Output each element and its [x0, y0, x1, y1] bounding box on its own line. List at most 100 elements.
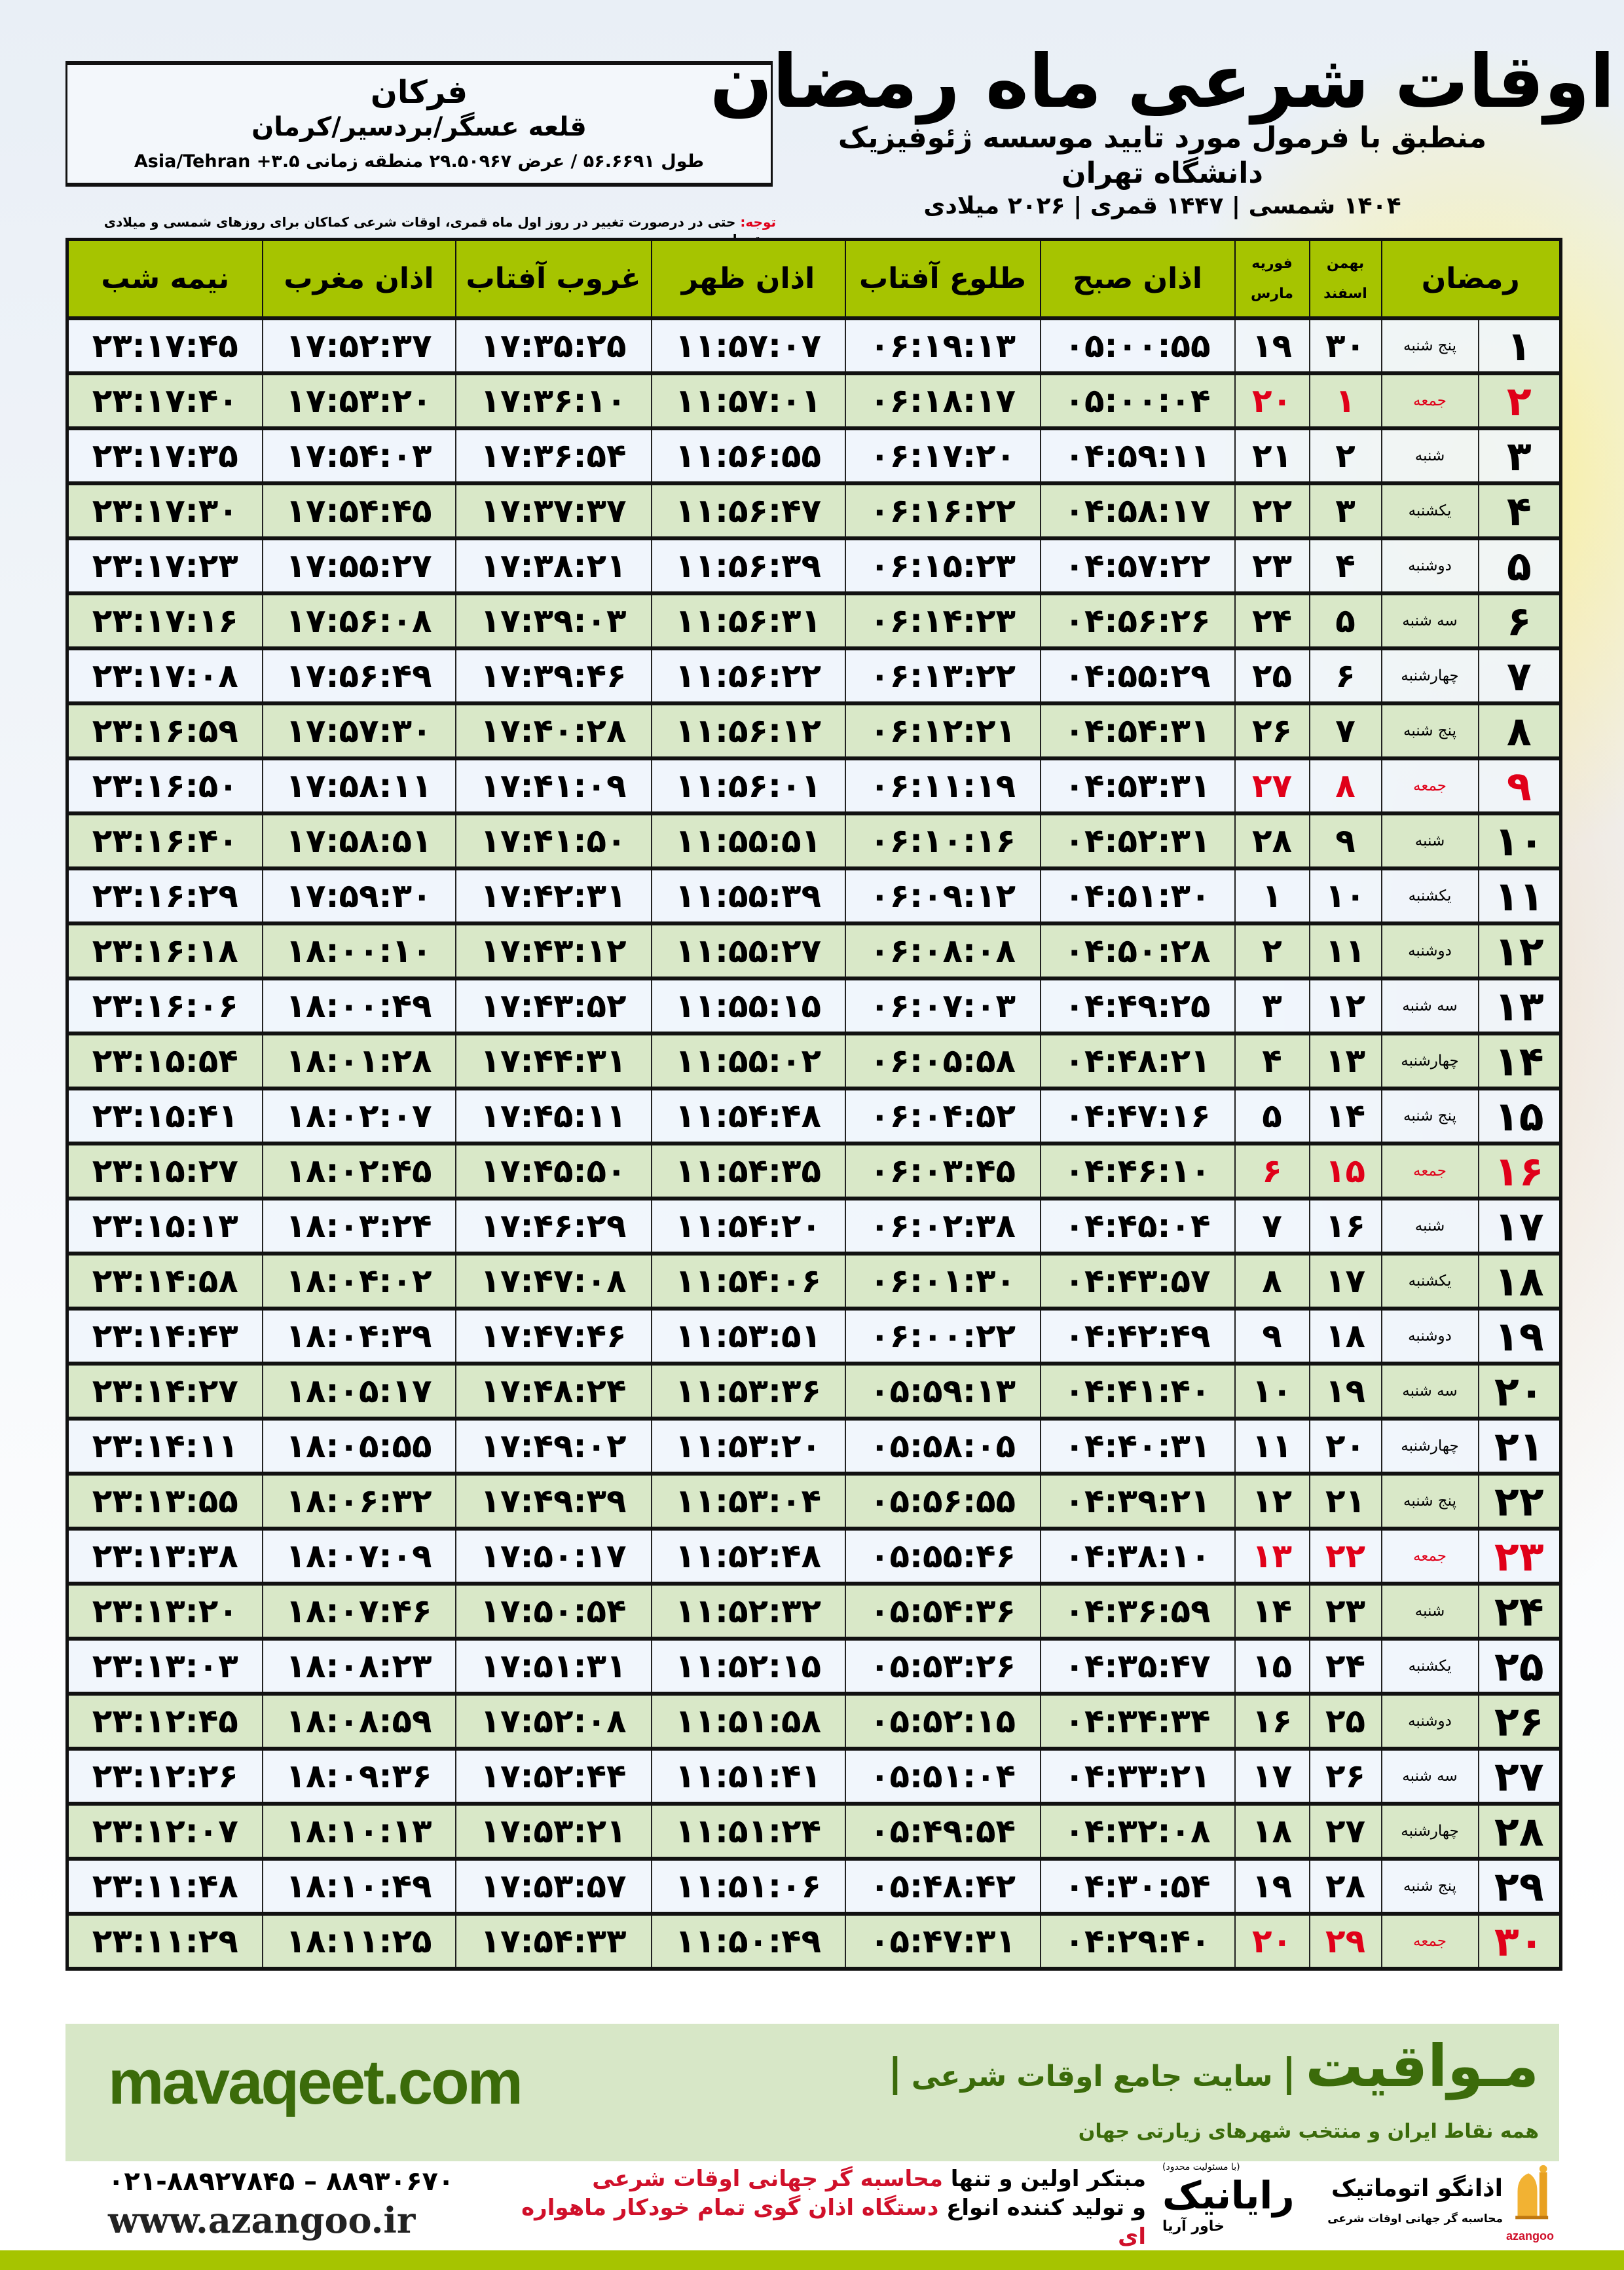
ramadan-day: ۹	[1477, 758, 1561, 815]
dhuhr-time: ۱۱:۵۴:۴۸	[650, 1088, 845, 1145]
minaret-icon	[1515, 2165, 1549, 2220]
azangoo-url[interactable]: www.azangoo.ir	[108, 2199, 416, 2241]
table-row: ۲۶ دوشنبه ۲۵ ۱۶ ۰۴:۳۴:۳۴ ۰۵:۵۲:۱۵ ۱۱:۵۱:۵۸ ۱۷:۵…	[66, 1694, 1561, 1751]
page-title: اوقات شرعی ماه رمضان	[710, 39, 1615, 124]
maghrib-time: ۱۸:۰۱:۲۸	[261, 1033, 456, 1090]
ramadan-day: ۱۹	[1477, 1309, 1561, 1366]
shamsi-date: ۱۵	[1308, 1144, 1382, 1200]
ramadan-day: ۲۱	[1477, 1419, 1561, 1476]
header-midnight: نیمه شب	[66, 239, 263, 320]
sunrise-time: ۰۶:۰۱:۳۰	[844, 1254, 1041, 1311]
maghrib-time: ۱۸:۰۲:۰۷	[261, 1088, 456, 1145]
maghrib-time: ۱۸:۰۳:۲۴	[261, 1199, 456, 1256]
miladi-date: ۱۱	[1234, 1419, 1310, 1476]
weekday: جمعه	[1380, 758, 1479, 815]
midnight-time: ۲۳:۱۶:۲۹	[66, 868, 263, 925]
dhuhr-time: ۱۱:۵۶:۲۲	[650, 648, 845, 705]
fajr-time: ۰۴:۴۳:۵۷	[1039, 1254, 1235, 1311]
ramadan-day: ۲۲	[1477, 1474, 1561, 1531]
ramadan-day: ۴	[1477, 483, 1561, 540]
ramadan-day: ۲۰	[1477, 1364, 1561, 1421]
ramadan-day: ۱	[1477, 318, 1561, 375]
dhuhr-time: ۱۱:۵۷:۰۱	[650, 373, 845, 430]
table-row: ۱۰ شنبه ۹ ۲۸ ۰۴:۵۲:۳۱ ۰۶:۱۰:۱۶ ۱۱:۵۵:۵۱ ۱۷:۴۱:۵…	[66, 813, 1561, 870]
sunrise-time: ۰۶:۱۹:۱۳	[844, 318, 1041, 375]
dhuhr-time: ۱۱:۵۱:۵۸	[650, 1694, 845, 1751]
maghrib-time: ۱۸:۰۹:۳۶	[261, 1749, 456, 1806]
midnight-time: ۲۳:۱۴:۱۱	[66, 1419, 263, 1476]
maghrib-time: ۱۷:۵۸:۵۱	[261, 813, 456, 870]
shamsi-date: ۱۹	[1308, 1364, 1382, 1421]
miladi-date: ۷	[1234, 1199, 1310, 1256]
sunset-time: ۱۷:۴۱:۵۰	[454, 813, 652, 870]
table-row: ۶ سه شنبه ۵ ۲۴ ۰۴:۵۶:۲۶ ۰۶:۱۴:۲۳ ۱۱:۵۶:۳۱ ۱۷:۳۹…	[66, 593, 1561, 650]
header-miladi-bottom: مارس	[1251, 285, 1293, 302]
table-row: ۲۲ پنج شنبه ۲۱ ۱۲ ۰۴:۳۹:۲۱ ۰۵:۵۶:۵۵ ۱۱:۵۳:۰۴ ۱۷…	[66, 1474, 1561, 1531]
weekday: دوشنبه	[1380, 538, 1479, 595]
note: توجه: حتی در درصورت تغییر در روز اول ماه…	[65, 214, 776, 248]
miladi-date: ۲۳	[1234, 538, 1310, 595]
shamsi-date: ۱۷	[1308, 1254, 1382, 1311]
midnight-time: ۲۳:۱۲:۲۶	[66, 1749, 263, 1806]
sunrise-time: ۰۶:۱۲:۲۱	[844, 703, 1041, 760]
footer-banner	[65, 2024, 1559, 2161]
midnight-time: ۲۳:۱۷:۴۰	[66, 373, 263, 430]
miladi-date: ۲۴	[1234, 593, 1310, 650]
sunrise-time: ۰۶:۱۶:۲۲	[844, 483, 1041, 540]
table-row: ۴ یکشنبه ۳ ۲۲ ۰۴:۵۸:۱۷ ۰۶:۱۶:۲۲ ۱۱:۵۶:۴۷ ۱۷:۳۷:…	[66, 483, 1561, 540]
dhuhr-time: ۱۱:۵۱:۴۱	[650, 1749, 845, 1806]
miladi-date: ۱۲	[1234, 1474, 1310, 1531]
sunset-time: ۱۷:۴۴:۳۱	[454, 1033, 652, 1090]
ramadan-day: ۲۴	[1477, 1584, 1561, 1641]
maghrib-time: ۱۷:۵۶:۴۹	[261, 648, 456, 705]
weekday: شنبه	[1380, 1199, 1479, 1256]
maghrib-time: ۱۸:۱۰:۴۹	[261, 1859, 456, 1916]
dhuhr-time: ۱۱:۵۶:۱۲	[650, 703, 845, 760]
shamsi-date: ۲۶	[1308, 1749, 1382, 1806]
shamsi-date: ۲۸	[1308, 1859, 1382, 1916]
midnight-time: ۲۳:۱۵:۲۷	[66, 1144, 263, 1200]
sunrise-time: ۰۶:۰۸:۰۸	[844, 923, 1041, 980]
ramadan-day: ۱۶	[1477, 1144, 1561, 1200]
shamsi-date: ۲۴	[1308, 1639, 1382, 1696]
ramadan-day: ۲۷	[1477, 1749, 1561, 1806]
table-row: ۲۵ یکشنبه ۲۴ ۱۵ ۰۴:۳۵:۴۷ ۰۵:۵۳:۲۶ ۱۱:۵۲:۱۵ ۱۷:۵…	[66, 1639, 1561, 1696]
shamsi-date: ۹	[1308, 813, 1382, 870]
sunrise-time: ۰۵:۴۹:۵۴	[844, 1804, 1041, 1861]
contact-info: ۰۲۱-۸۸۹۲۷۸۴۵ – ۸۸۹۳۰۶۷۰ www.azangoo.ir	[108, 2165, 501, 2242]
sunset-time: ۱۷:۳۹:۴۶	[454, 648, 652, 705]
dhuhr-time: ۱۱:۵۳:۲۰	[650, 1419, 845, 1476]
maghrib-time: ۱۷:۵۸:۱۱	[261, 758, 456, 815]
fajr-time: ۰۴:۳۰:۵۴	[1039, 1859, 1235, 1916]
dhuhr-time: ۱۱:۵۱:۰۶	[650, 1859, 845, 1916]
site-url[interactable]: mavaqeet.com	[108, 2047, 523, 2117]
weekday: دوشنبه	[1380, 923, 1479, 980]
fajr-time: ۰۴:۴۸:۲۱	[1039, 1033, 1235, 1090]
fajr-time: ۰۴:۵۶:۲۶	[1039, 593, 1235, 650]
miladi-date: ۱۸	[1234, 1804, 1310, 1861]
maghrib-time: ۱۷:۵۲:۳۷	[261, 318, 456, 375]
midnight-time: ۲۳:۱۳:۳۸	[66, 1529, 263, 1586]
ramadan-day: ۲۹	[1477, 1859, 1561, 1916]
weekday: یکشنبه	[1380, 1639, 1479, 1696]
weekday: سه شنبه	[1380, 593, 1479, 650]
dhuhr-time: ۱۱:۵۶:۰۱	[650, 758, 845, 815]
miladi-date: ۲۸	[1234, 813, 1310, 870]
shamsi-date: ۱۲	[1308, 978, 1382, 1035]
sunset-time: ۱۷:۵۳:۲۱	[454, 1804, 652, 1861]
dhuhr-time: ۱۱:۵۷:۰۷	[650, 318, 845, 375]
fajr-time: ۰۴:۳۲:۰۸	[1039, 1804, 1235, 1861]
shamsi-date: ۳۰	[1308, 318, 1382, 375]
maghrib-time: ۱۸:۰۸:۲۳	[261, 1639, 456, 1696]
sunset-time: ۱۷:۴۶:۲۹	[454, 1199, 652, 1256]
table-row: ۱۷ شنبه ۱۶ ۷ ۰۴:۴۵:۰۴ ۰۶:۰۲:۳۸ ۱۱:۵۴:۲۰ ۱۷:۴۶:۲…	[66, 1199, 1561, 1256]
weekday: پنج شنبه	[1380, 1474, 1479, 1531]
miladi-date: ۸	[1234, 1254, 1310, 1311]
sunset-time: ۱۷:۵۳:۵۷	[454, 1859, 652, 1916]
table-row: ۲۷ سه شنبه ۲۶ ۱۷ ۰۴:۳۳:۲۱ ۰۵:۵۱:۰۴ ۱۱:۵۱:۴۱ ۱۷:…	[66, 1749, 1561, 1806]
sunrise-time: ۰۶:۱۸:۱۷	[844, 373, 1041, 430]
table-row: ۱۹ دوشنبه ۱۸ ۹ ۰۴:۴۲:۴۹ ۰۶:۰۰:۲۲ ۱۱:۵۳:۵۱ ۱۷:۴۷…	[66, 1309, 1561, 1366]
sunset-time: ۱۷:۵۲:۰۸	[454, 1694, 652, 1751]
header-sunset: غروب آفتاب	[454, 239, 652, 320]
midnight-time: ۲۳:۱۲:۰۷	[66, 1804, 263, 1861]
